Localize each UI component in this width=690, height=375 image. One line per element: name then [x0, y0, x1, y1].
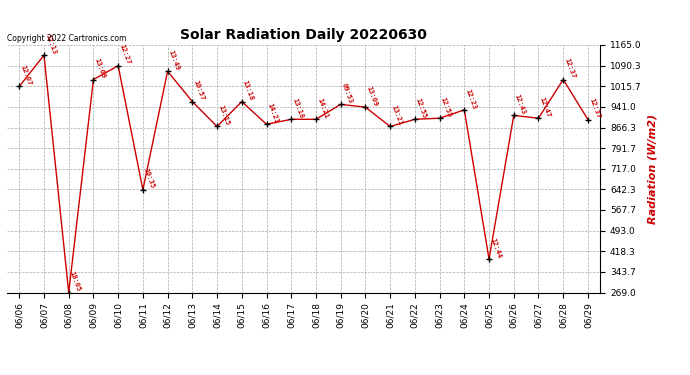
Text: 13:15: 13:15 [217, 105, 230, 126]
Y-axis label: Radiation (W/m2): Radiation (W/m2) [647, 114, 657, 224]
Text: 13:18: 13:18 [241, 80, 255, 102]
Text: 10:57: 10:57 [193, 80, 205, 102]
Text: 14:21: 14:21 [316, 97, 329, 119]
Text: 18:05: 18:05 [69, 270, 81, 292]
Text: 09:53: 09:53 [341, 82, 353, 104]
Text: 12:55: 12:55 [415, 97, 428, 119]
Text: 12:55: 12:55 [440, 96, 453, 118]
Text: 13:49: 13:49 [168, 49, 181, 71]
Text: 12:47: 12:47 [538, 96, 551, 118]
Text: 13:09: 13:09 [93, 57, 106, 80]
Text: 10:35: 10:35 [143, 168, 156, 190]
Text: 13:21: 13:21 [390, 105, 403, 126]
Text: 12:07: 12:07 [19, 64, 32, 86]
Text: 12:23: 12:23 [464, 88, 477, 110]
Text: 12:27: 12:27 [118, 44, 131, 66]
Text: 13:18: 13:18 [291, 97, 304, 119]
Text: 14:21: 14:21 [266, 102, 279, 124]
Text: 12:37: 12:37 [588, 98, 601, 120]
Text: 12:37: 12:37 [563, 57, 576, 80]
Text: Copyright 2022 Cartronics.com: Copyright 2022 Cartronics.com [7, 33, 126, 42]
Text: 13:09: 13:09 [366, 85, 378, 107]
Title: Solar Radiation Daily 20220630: Solar Radiation Daily 20220630 [180, 28, 427, 42]
Text: 12:43: 12:43 [514, 93, 526, 116]
Text: 12:13: 12:13 [44, 33, 57, 55]
Text: 12:44: 12:44 [489, 237, 502, 259]
